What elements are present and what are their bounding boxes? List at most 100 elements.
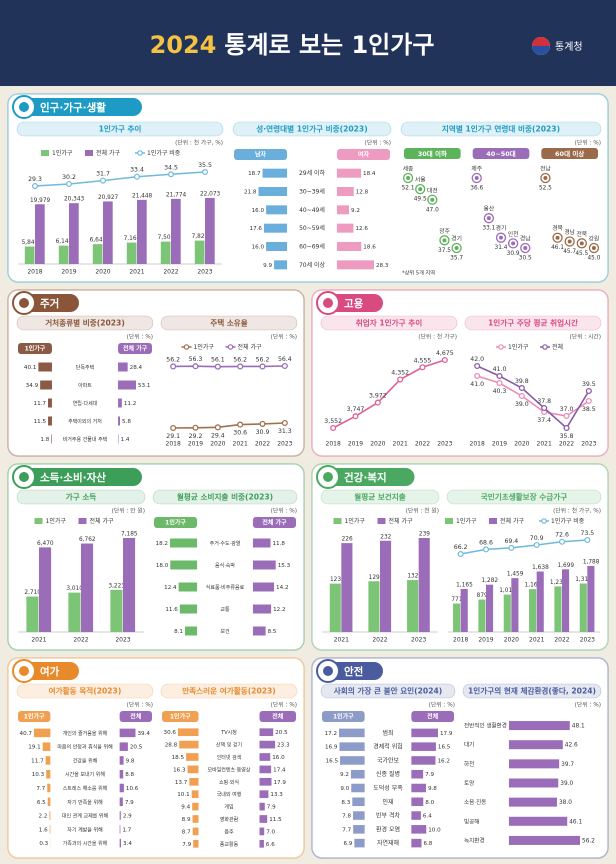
bar — [336, 223, 354, 233]
legend-swatch — [78, 518, 87, 524]
line-marker — [259, 363, 266, 370]
region-dot-core — [442, 238, 447, 243]
bar-value-label: 0.3 — [39, 841, 48, 847]
bar — [508, 740, 563, 750]
chart-unit: (단위 : %) — [271, 507, 297, 515]
line-marker — [585, 387, 592, 395]
bar-value-label: 11.6 — [165, 607, 178, 613]
series-label: 1인가구 — [170, 713, 191, 721]
bar-value-label: 18.4 — [363, 171, 376, 177]
x-tick-label: 2018 — [27, 269, 42, 276]
bar — [47, 398, 52, 408]
line-value-label: 42.0 — [470, 356, 484, 363]
line-value-label: 35.8 — [560, 433, 574, 440]
bar — [118, 380, 136, 390]
bar-value-label: 3,223 — [108, 583, 125, 589]
bar — [460, 588, 468, 632]
region-value: 46.1 — [551, 245, 564, 251]
title-year: 2024 — [150, 31, 217, 59]
bar-value-label: 40.7 — [20, 731, 33, 737]
chart-title-pill — [160, 315, 298, 331]
bar — [411, 811, 421, 820]
bar — [259, 740, 276, 749]
bar — [411, 756, 436, 765]
bar — [191, 790, 199, 799]
group-pill — [404, 148, 461, 159]
bar — [119, 797, 123, 807]
bar-value-label: 21,774 — [166, 192, 187, 198]
region-label: 경남 — [520, 235, 531, 243]
bar — [46, 769, 51, 779]
bar-value-label: 18.5 — [172, 755, 185, 761]
line-value-label: 56.2 — [256, 356, 270, 363]
bar-value-label: 18.0 — [156, 563, 169, 569]
bar — [119, 838, 122, 848]
category-label: 건강을 위해 — [73, 757, 98, 764]
region-dot-core — [555, 235, 560, 240]
category-label: 전반적인 생활환경 — [464, 722, 507, 730]
bar-value-label: 129 — [369, 575, 380, 581]
category-label: 주택이외의 거처 — [68, 418, 102, 425]
section-box — [7, 93, 609, 283]
bar — [47, 797, 51, 807]
x-tick-label: 2022 — [255, 441, 270, 448]
series-pill — [259, 711, 296, 722]
bar-value-label: 28.4 — [130, 365, 143, 371]
bar-value-label: 9.9 — [263, 263, 272, 269]
x-tick-label: 2023 — [197, 269, 212, 276]
region-dot-core — [454, 246, 459, 250]
x-tick-label: 2021 — [529, 637, 544, 644]
line-value-label: 73.5 — [580, 530, 594, 537]
bar — [192, 802, 199, 811]
bar — [119, 783, 124, 793]
legend-label: 전체 가구 — [500, 517, 524, 525]
bar — [259, 815, 268, 823]
region-dot-core — [543, 176, 548, 180]
region-value: 37.5 — [438, 248, 451, 254]
x-tick-label: 2023 — [411, 637, 426, 644]
legend-label: 전체 가구 — [389, 517, 413, 525]
bar-value-label: 42.6 — [565, 743, 578, 749]
bar-value-label: 2.2 — [39, 814, 48, 820]
legend-marker — [137, 150, 143, 156]
chart-title-pill — [446, 489, 602, 505]
line-marker — [192, 424, 199, 431]
line-value-label: 56.1 — [211, 357, 225, 364]
bar-value-label: 6,762 — [79, 537, 96, 543]
line-value-label: 37.8 — [537, 398, 551, 405]
line-marker — [281, 419, 288, 427]
bar — [508, 797, 557, 807]
bar-value-label: 11.8 — [272, 541, 285, 547]
bar-value-label: 9.8 — [126, 758, 135, 764]
line-value-label: 31.7 — [96, 171, 110, 178]
bar — [340, 756, 365, 765]
bar — [554, 586, 562, 632]
x-tick-label: 2018 — [470, 441, 485, 448]
bar-value-label: 1,161 — [525, 583, 542, 589]
section-icon-dot — [19, 666, 29, 676]
bar-value-label: 6.5 — [37, 800, 46, 806]
category-label: 경제적 위험 — [373, 743, 403, 751]
chart-unit: (단위 : %) — [575, 701, 601, 709]
chart-title: 1인가구 주당 평균 취업시간 — [488, 318, 578, 328]
line-marker — [170, 363, 177, 370]
bar — [508, 816, 568, 826]
group-label: 40~50대 — [486, 149, 516, 158]
line-marker — [474, 372, 481, 380]
bar — [252, 604, 272, 614]
bar — [34, 728, 51, 738]
bar-value-label: 5.8 — [122, 419, 131, 425]
bar-value-label: 30.6 — [164, 730, 177, 736]
bar-value-label: 6,470 — [37, 541, 54, 547]
chart-unit: (단위 : %) — [271, 701, 297, 709]
series-label: 전체 가구 — [262, 519, 287, 527]
series-label: 1인가구 — [333, 713, 354, 721]
category-label: 음식·숙박 — [215, 562, 235, 569]
bar-value-label: 7.9 — [125, 800, 134, 806]
x-tick-label: 2021 — [334, 637, 349, 644]
chart-title: 1인가구의 현재 체감환경(좋다, 2024) — [468, 686, 596, 696]
header-band — [0, 0, 616, 86]
section-tab — [318, 468, 415, 486]
chart-title: 월평균 보건지출 — [354, 492, 406, 502]
